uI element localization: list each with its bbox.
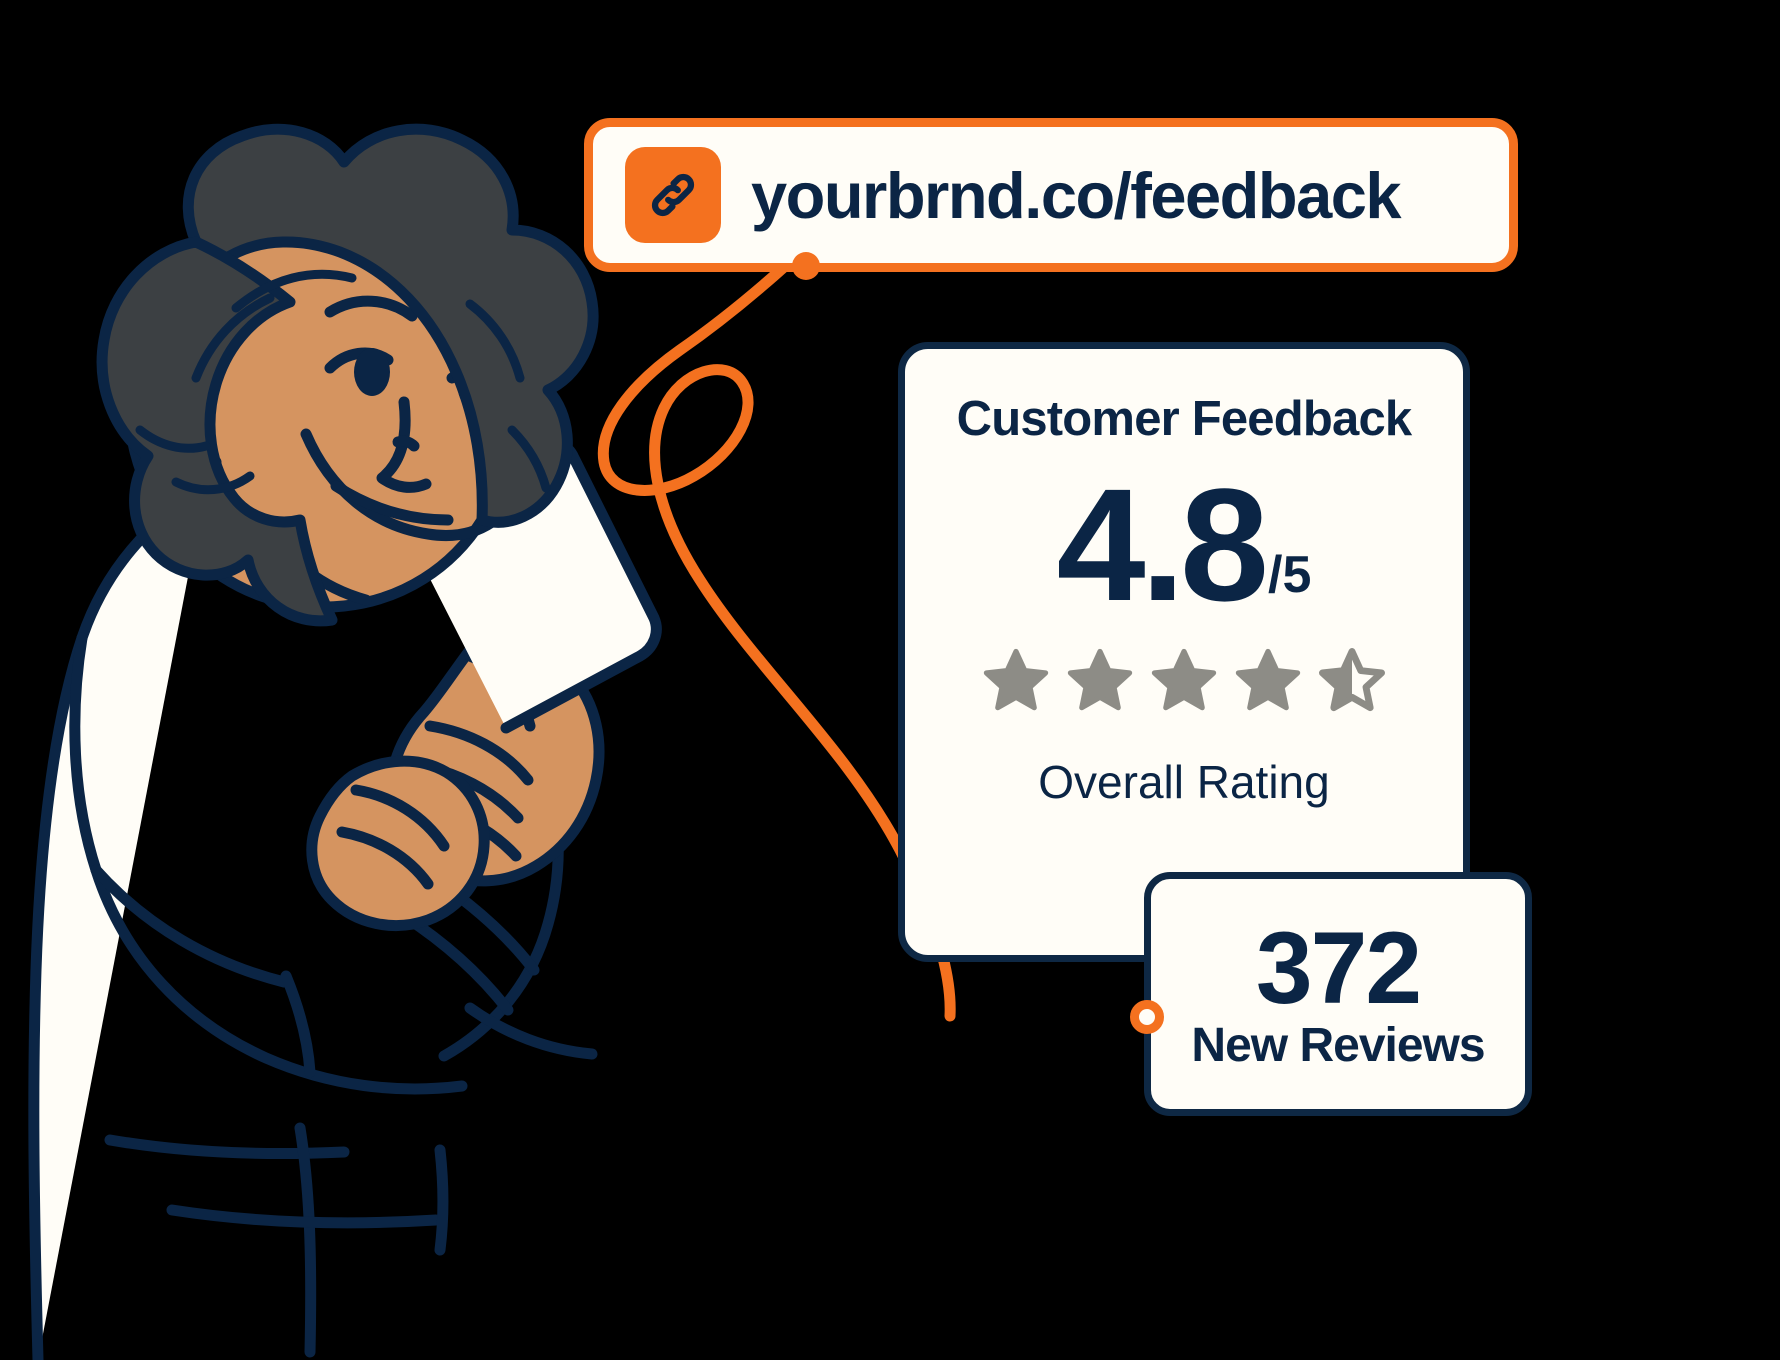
rating-score-suffix: /5 [1268, 546, 1312, 604]
connector-start-dot [792, 252, 820, 280]
star-icon [1235, 648, 1301, 711]
star-half-icon [1319, 648, 1385, 712]
overall-rating-label: Overall Rating [1038, 756, 1330, 808]
rating-score-value: 4.8 [1056, 455, 1269, 634]
connector-end-ring [1130, 1000, 1164, 1034]
star-icon [1067, 648, 1133, 711]
url-text: yourbrnd.co/feedback [751, 158, 1402, 232]
link-icon [625, 147, 721, 243]
feedback-card-title: Customer Feedback [956, 392, 1413, 446]
url-bar[interactable]: yourbrnd.co/feedback [584, 118, 1518, 272]
star-icon [1151, 648, 1217, 711]
new-reviews-label: New Reviews [1191, 1018, 1485, 1072]
new-reviews-card: 372 New Reviews [1144, 872, 1532, 1116]
customer-feedback-card: Customer Feedback 4.8 /5 [898, 342, 1470, 962]
woman-holding-phone-illustration [28, 123, 662, 1360]
new-reviews-count: 372 [1255, 910, 1422, 1025]
rating-score-row: 4.8 /5 [1056, 455, 1312, 634]
star-icon [983, 648, 1049, 711]
star-rating [977, 643, 1391, 721]
